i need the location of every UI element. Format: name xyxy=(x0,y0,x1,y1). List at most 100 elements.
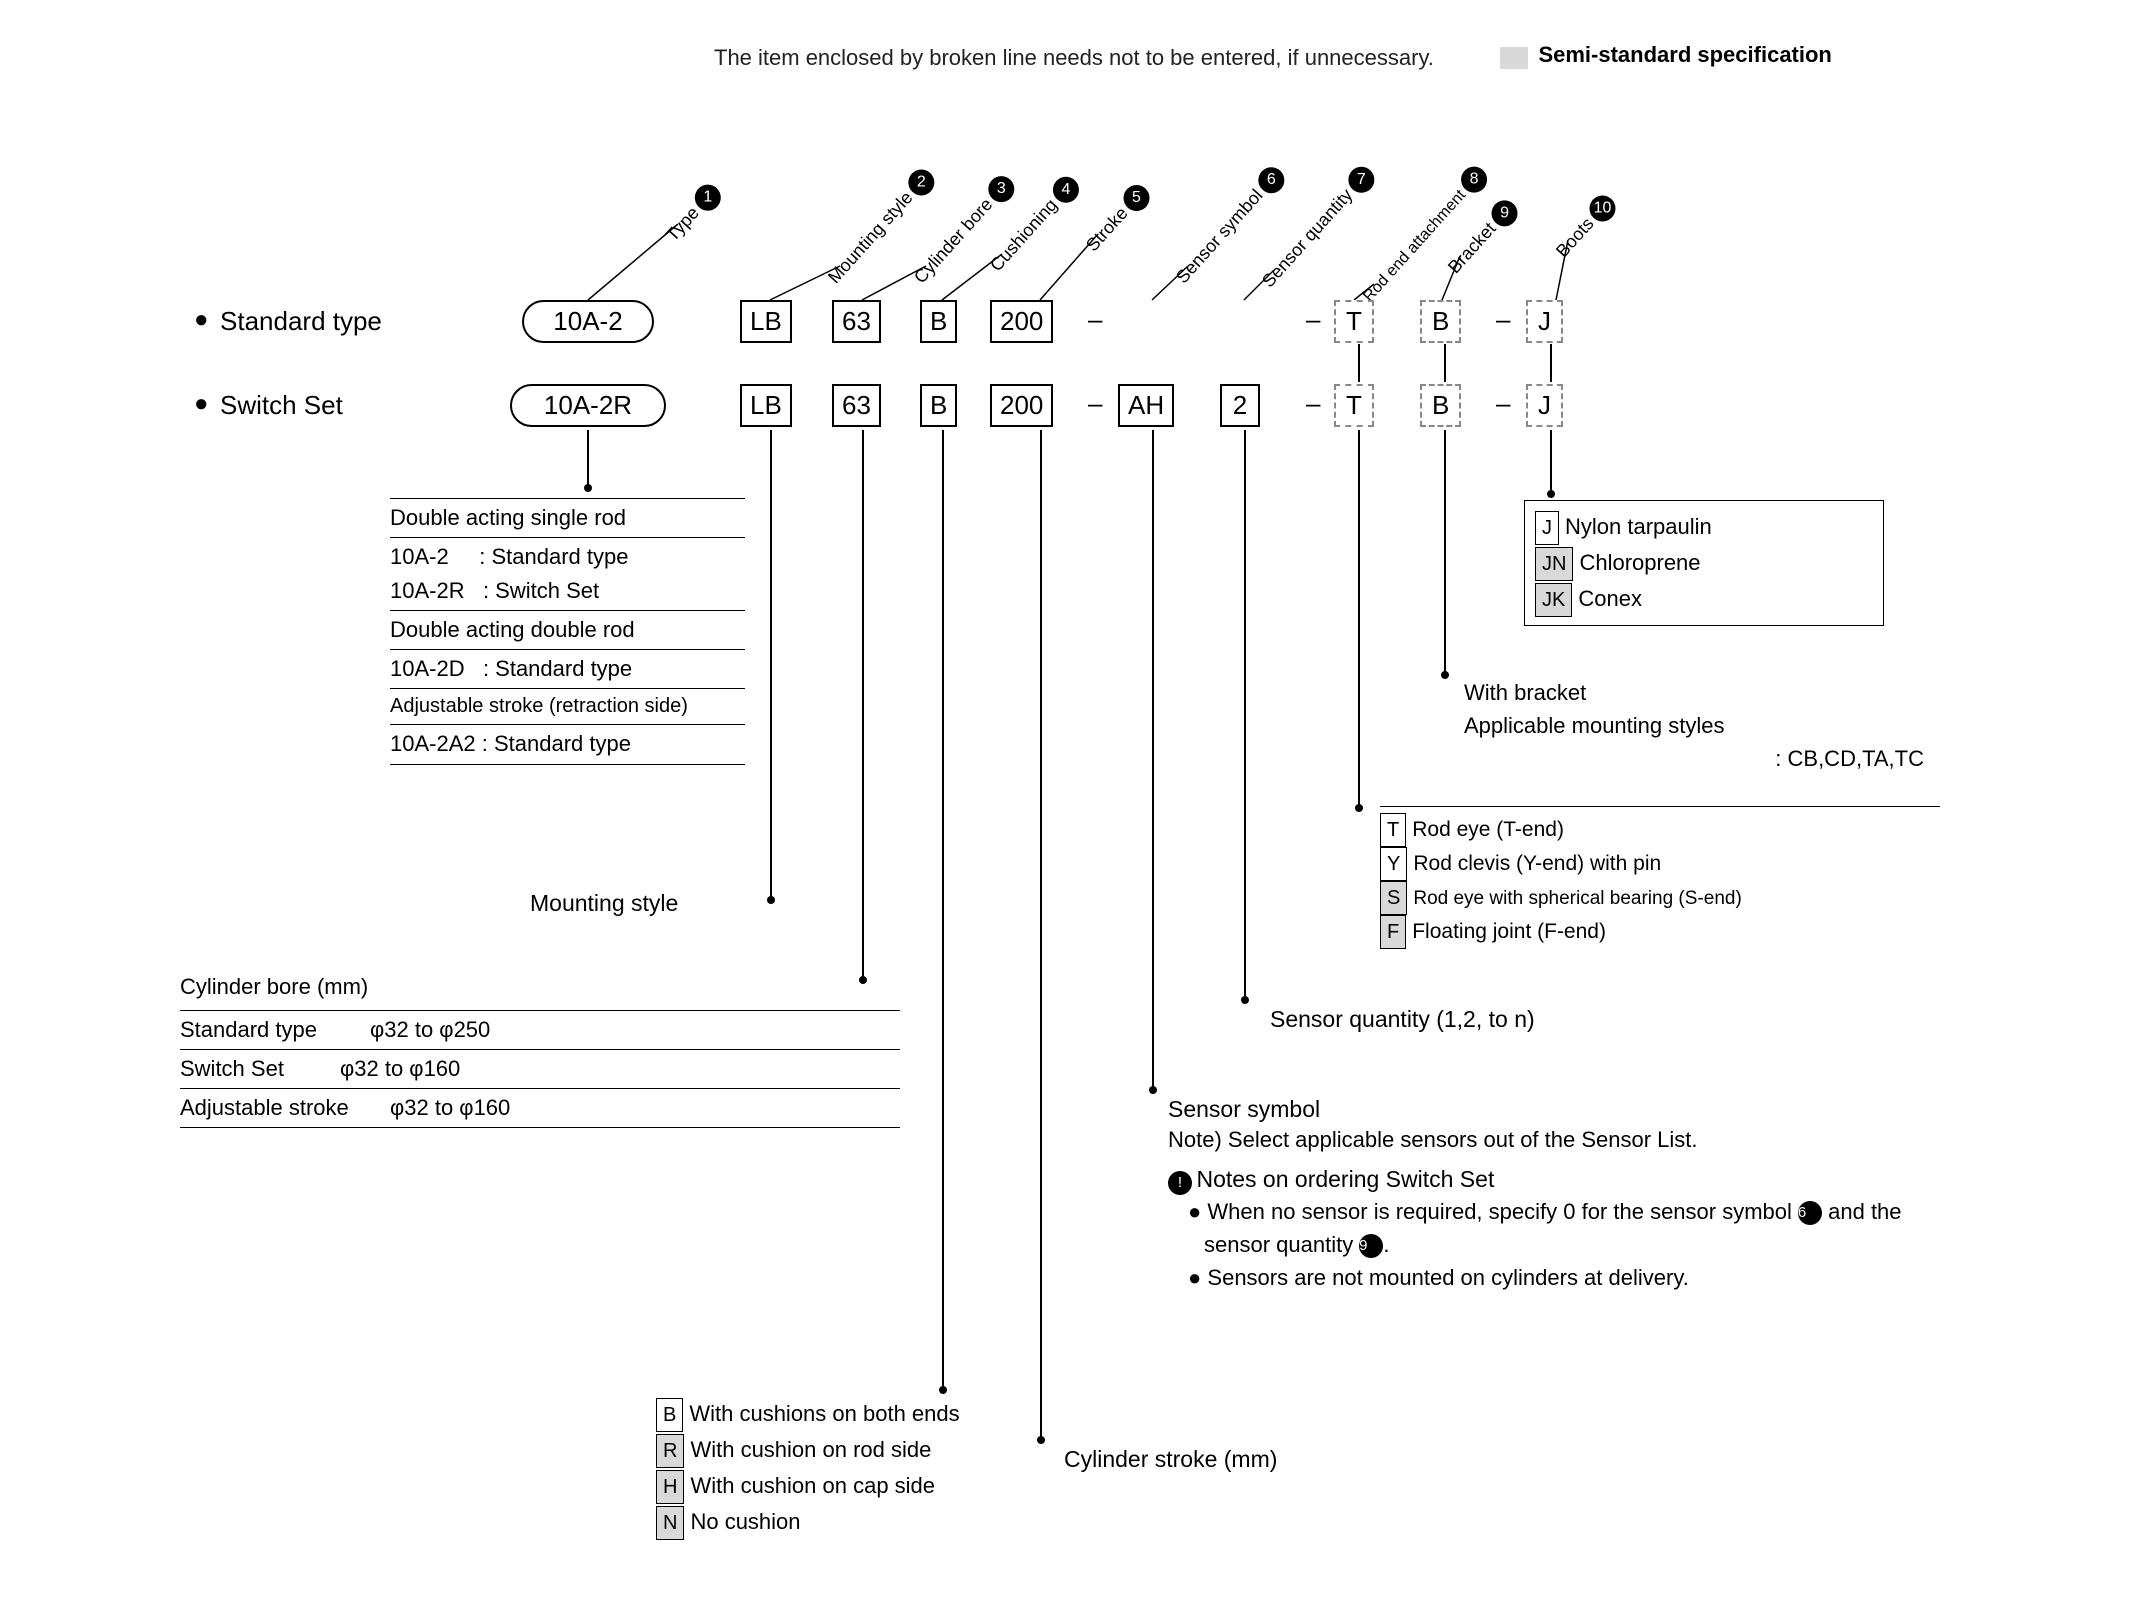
vline-cushion xyxy=(942,430,944,1390)
rod-c1: T xyxy=(1380,813,1406,847)
rod-c2: Y xyxy=(1380,847,1407,881)
badge-7: 7 xyxy=(1348,167,1374,193)
r2-sensor-symbol: AH xyxy=(1118,384,1174,427)
rod-end-block: TRod eye (T-end) YRod clevis (Y-end) wit… xyxy=(1380,806,1940,949)
badge-1: 1 xyxy=(695,185,721,211)
r2-sensor-qty: 2 xyxy=(1220,384,1260,427)
type-l5a: 10A-2D xyxy=(390,656,465,681)
type-l2a: 10A-2 xyxy=(390,544,449,569)
type-l7a: 10A-2A2 xyxy=(390,731,476,756)
switch-notes-heading: Notes on ordering Switch Set xyxy=(1196,1166,1494,1192)
callout-bore-text: Cylinder bore xyxy=(910,194,997,287)
r1-stroke: 200 xyxy=(990,300,1053,343)
vdot-rod-end xyxy=(1355,804,1363,812)
sep-r2a: – xyxy=(1084,388,1106,419)
r1-bracket: B xyxy=(1420,300,1461,343)
type-l4: Double acting double rod xyxy=(390,613,745,647)
vdot-bracket xyxy=(1441,671,1449,679)
type-l1: Double acting single rod xyxy=(390,501,745,535)
pill-switch: 10A-2R xyxy=(510,384,666,427)
cushion-t2: With cushion on rod side xyxy=(690,1437,931,1462)
sep-r1a: – xyxy=(1084,304,1106,335)
r2-bracket: B xyxy=(1420,384,1461,427)
r1-bore: 63 xyxy=(832,300,881,343)
badge-9: 9 xyxy=(1492,200,1518,226)
sep-r1c: – xyxy=(1492,304,1514,335)
row-label-standard: Standard type xyxy=(220,306,382,337)
callout-boots: Boots10 xyxy=(1551,190,1621,264)
callout-rod-end-text: Rod end attachment xyxy=(1360,187,1469,305)
cushion-c3: H xyxy=(656,1470,684,1504)
bore-r3b: φ32 to φ160 xyxy=(390,1095,510,1120)
r2-rod-end: T xyxy=(1334,384,1374,427)
rod-t3: Rod eye with spherical bearing (S-end) xyxy=(1413,888,1741,909)
callout-stroke-text: Stroke xyxy=(1082,203,1132,255)
badge-2: 2 xyxy=(908,169,934,195)
mounting-title: Mounting style xyxy=(530,890,678,917)
r1-rod-end: T xyxy=(1334,300,1374,343)
rod-c4: F xyxy=(1380,915,1406,949)
callout-boots-text: Boots xyxy=(1552,214,1598,262)
r2-boots: J xyxy=(1526,384,1563,427)
legend: Semi-standard specification xyxy=(1500,42,1832,69)
boots-block: JNylon tarpaulin JNChloroprene JKConex xyxy=(1524,500,1884,626)
cushion-c4: N xyxy=(656,1506,684,1540)
cushion-t4: No cushion xyxy=(690,1509,800,1534)
sep-r1b: – xyxy=(1302,304,1324,335)
r2-stroke: 200 xyxy=(990,384,1053,427)
vdot-sensor-symbol xyxy=(1149,1086,1157,1094)
badge-8: 8 xyxy=(1461,167,1487,193)
vdot-cushion xyxy=(939,1386,947,1394)
legend-text: Semi-standard specification xyxy=(1538,42,1831,67)
boots-c2: JN xyxy=(1535,547,1573,581)
rod-t4: Floating joint (F-end) xyxy=(1412,920,1606,943)
switch-note1c: . xyxy=(1383,1232,1389,1257)
boots-t3: Conex xyxy=(1578,586,1642,611)
type-l2b: : Standard type xyxy=(479,544,628,569)
bracket-block: With bracket Applicable mounting styles … xyxy=(1464,676,1924,775)
badge-3: 3 xyxy=(988,176,1014,202)
type-l3a: 10A-2R xyxy=(390,578,465,603)
header-note: The item enclosed by broken line needs n… xyxy=(714,45,1434,71)
boots-t1: Nylon tarpaulin xyxy=(1565,514,1712,539)
bracket-l2: Applicable mounting styles xyxy=(1464,709,1924,742)
bore-block: Cylinder bore (mm) Standard typeφ32 to φ… xyxy=(180,970,900,1128)
cushion-c2: R xyxy=(656,1434,684,1468)
vdot-boots xyxy=(1547,490,1555,498)
bracket-l3: : CB,CD,TA,TC xyxy=(1464,742,1924,775)
badge-5: 5 xyxy=(1124,185,1150,211)
type-l3b: : Switch Set xyxy=(483,578,599,603)
type-l5b: : Standard type xyxy=(483,656,632,681)
sep-r2c: – xyxy=(1492,388,1514,419)
pill-standard: 10A-2 xyxy=(522,300,654,343)
vdot-type xyxy=(584,484,592,492)
vline-stroke xyxy=(1040,430,1042,1440)
callout-bracket-text: Bracket xyxy=(1444,218,1500,277)
callout-sensor-symbol-text: Sensor symbol xyxy=(1172,185,1267,287)
type-block: Double acting single rod 10A-2 : Standar… xyxy=(390,496,745,767)
switch-note2: Sensors are not mounted on cylinders at … xyxy=(1207,1265,1688,1290)
cushion-t1: With cushions on both ends xyxy=(689,1401,959,1426)
sensor-qty-title: Sensor quantity (1,2, to n) xyxy=(1270,1006,1535,1033)
vline-type xyxy=(587,430,589,488)
vline-boots xyxy=(1550,430,1552,494)
vline-sensor-qty xyxy=(1244,430,1246,1000)
row-label-switch: Switch Set xyxy=(220,390,343,421)
r1-boots: J xyxy=(1526,300,1563,343)
bore-r1b: φ32 to φ250 xyxy=(370,1017,490,1042)
boots-t2: Chloroprene xyxy=(1579,550,1700,575)
cushion-c1: B xyxy=(656,1398,683,1432)
bullet-standard: ● xyxy=(194,306,209,334)
stroke-title: Cylinder stroke (mm) xyxy=(1064,1446,1277,1473)
type-l7b: : Standard type xyxy=(482,731,631,756)
callout-type: Type1 xyxy=(661,179,727,248)
bore-r3a: Adjustable stroke xyxy=(180,1091,390,1125)
bore-r2a: Switch Set xyxy=(180,1052,340,1086)
vline-bracket xyxy=(1444,430,1446,675)
vline-bore xyxy=(862,430,864,980)
bullet-switch: ● xyxy=(194,390,209,418)
badge-4: 4 xyxy=(1053,177,1079,203)
callout-mounting-text: Mounting style xyxy=(824,188,917,288)
bracket-l1: With bracket xyxy=(1464,676,1924,709)
legend-swatch xyxy=(1500,47,1528,69)
